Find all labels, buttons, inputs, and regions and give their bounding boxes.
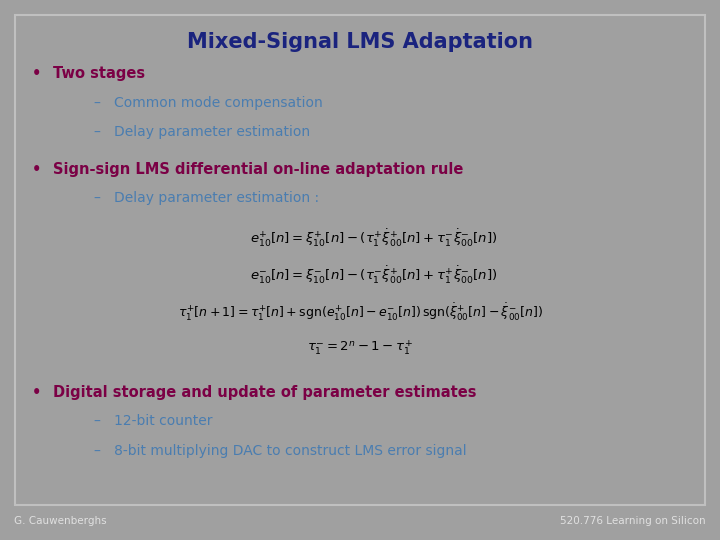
Text: –   Delay parameter estimation :: – Delay parameter estimation : (94, 191, 320, 205)
Text: Mixed-Signal LMS Adaptation: Mixed-Signal LMS Adaptation (187, 32, 533, 52)
Text: –   12-bit counter: – 12-bit counter (94, 414, 213, 428)
Text: G. Cauwenberghs: G. Cauwenberghs (14, 516, 107, 526)
Text: 520.776 Learning on Silicon: 520.776 Learning on Silicon (560, 516, 706, 526)
Text: •: • (32, 385, 42, 400)
Text: –   Common mode compensation: – Common mode compensation (94, 96, 323, 110)
Text: $\tau_1^{+}[n+1] = \tau_1^{+}[n] + \mathrm{sgn}(e_{10}^{+}[n] - e_{10}^{-}[n])\,: $\tau_1^{+}[n+1] = \tau_1^{+}[n] + \math… (178, 302, 542, 323)
Text: •: • (32, 162, 42, 177)
Text: $\tau_1^{-} = 2^n - 1 - \tau_1^{+}$: $\tau_1^{-} = 2^n - 1 - \tau_1^{+}$ (307, 339, 413, 357)
Text: •: • (32, 66, 42, 82)
Text: Two stages: Two stages (53, 66, 145, 82)
Text: –   Delay parameter estimation: – Delay parameter estimation (94, 125, 310, 139)
Text: Sign-sign LMS differential on-line adaptation rule: Sign-sign LMS differential on-line adapt… (53, 162, 464, 177)
Text: –   8-bit multiplying DAC to construct LMS error signal: – 8-bit multiplying DAC to construct LMS… (94, 444, 467, 458)
Text: Digital storage and update of parameter estimates: Digital storage and update of parameter … (53, 385, 477, 400)
Text: $e_{10}^{-}[n] = \xi_{10}^{-}[n] - (\tau_1^{-}\dot{\xi}_{00}^{+}[n] + \tau_1^{+}: $e_{10}^{-}[n] = \xi_{10}^{-}[n] - (\tau… (250, 265, 498, 286)
Text: $e_{10}^{+}[n] = \xi_{10}^{+}[n] - (\tau_1^{+}\dot{\xi}_{00}^{+}[n] + \tau_1^{-}: $e_{10}^{+}[n] = \xi_{10}^{+}[n] - (\tau… (250, 228, 498, 249)
